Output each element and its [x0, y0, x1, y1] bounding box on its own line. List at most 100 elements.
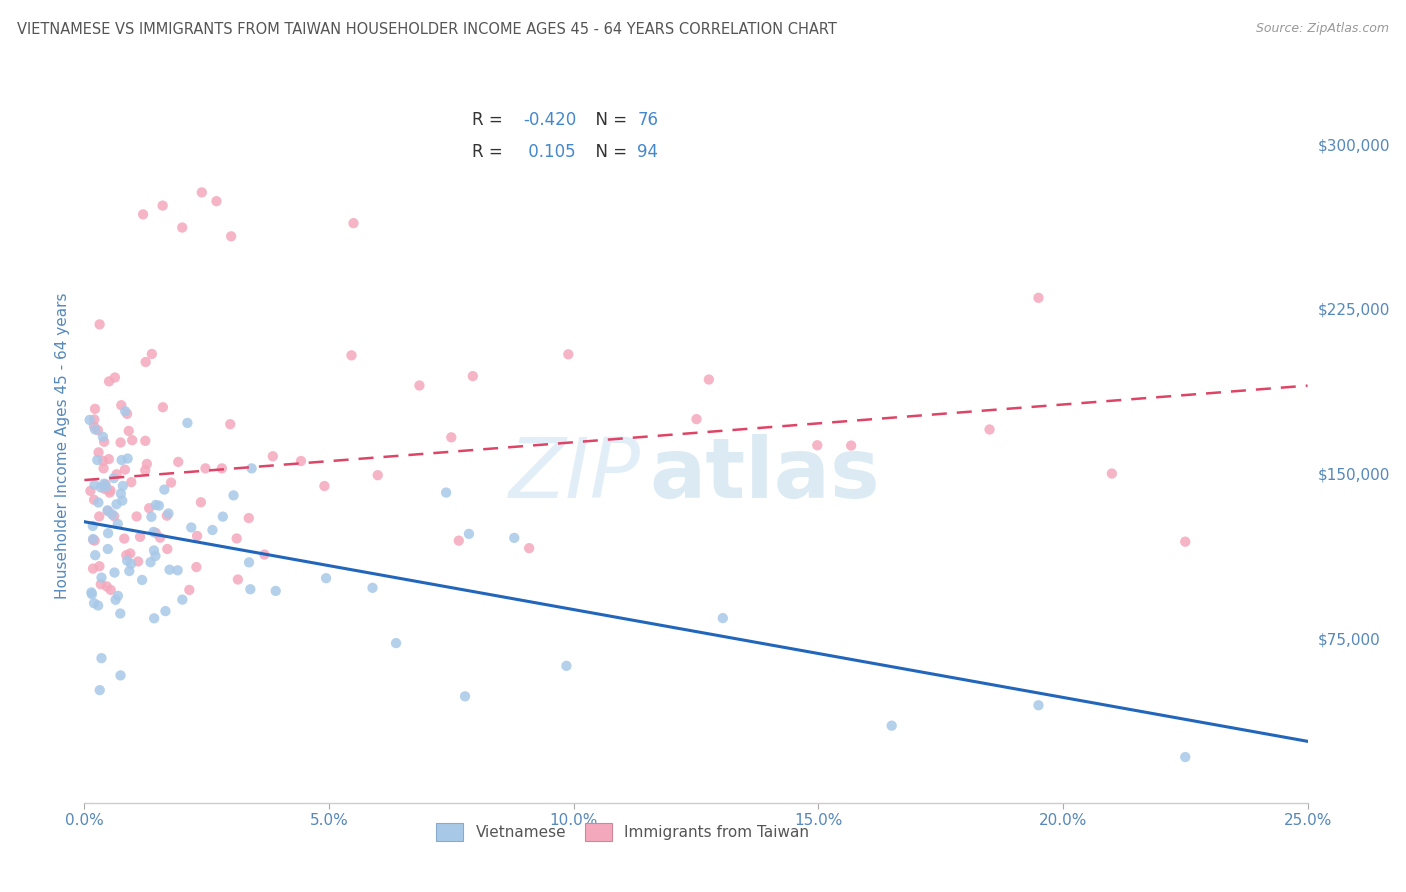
Point: [697, 372, 720, 386]
Point: [93, 461, 115, 475]
Point: [110, 607, 132, 621]
Point: [93, 482, 115, 496]
Point: [110, 668, 132, 682]
Point: [96, 579, 118, 593]
Point: [156, 541, 179, 556]
Point: [179, 582, 201, 597]
Point: [120, 557, 142, 571]
Point: [219, 417, 242, 432]
Point: [111, 453, 134, 467]
Point: [115, 554, 138, 568]
Point: [94, 477, 117, 491]
Point: [1174, 750, 1197, 764]
Point: [103, 509, 125, 524]
Point: [503, 531, 526, 545]
Point: [84, 401, 107, 416]
Point: [97, 504, 120, 518]
Point: [127, 554, 149, 568]
Text: N =: N =: [585, 143, 633, 161]
Point: [440, 430, 463, 444]
Point: [135, 355, 157, 369]
Point: [83, 492, 105, 507]
Point: [98, 485, 121, 500]
Point: [104, 592, 127, 607]
Text: 94: 94: [637, 143, 658, 161]
Point: [87, 599, 110, 613]
Point: [145, 498, 167, 512]
Point: [139, 555, 162, 569]
Point: [314, 479, 336, 493]
Point: [114, 463, 136, 477]
Point: [125, 509, 148, 524]
Point: [240, 461, 263, 475]
Point: [93, 476, 115, 491]
Point: [103, 471, 125, 485]
Point: [155, 604, 177, 618]
Point: [167, 455, 190, 469]
Point: [97, 541, 120, 556]
Point: [806, 438, 828, 452]
Point: [458, 527, 481, 541]
Point: [225, 532, 247, 546]
Point: [80, 587, 103, 601]
Point: [517, 541, 540, 556]
Point: [166, 563, 188, 577]
Point: [262, 449, 284, 463]
Text: atlas: atlas: [650, 434, 880, 515]
Point: [979, 422, 1001, 436]
Point: [145, 549, 167, 563]
Point: [105, 497, 128, 511]
Point: [340, 348, 363, 362]
Point: [1028, 291, 1050, 305]
Point: [97, 452, 120, 467]
Point: [222, 488, 245, 502]
Point: [555, 658, 578, 673]
Point: [110, 398, 132, 412]
Point: [120, 546, 142, 560]
Point: [211, 461, 233, 475]
Point: [111, 493, 134, 508]
Point: [238, 511, 260, 525]
Point: [132, 207, 155, 221]
Point: [94, 480, 117, 494]
Point: [107, 516, 129, 531]
Text: N =: N =: [585, 111, 633, 128]
Point: [118, 424, 141, 438]
Point: [101, 508, 124, 522]
Point: [134, 463, 156, 477]
Point: [367, 468, 389, 483]
Point: [454, 690, 477, 704]
Point: [82, 561, 104, 575]
Point: [112, 532, 135, 546]
Point: [434, 485, 457, 500]
Point: [226, 573, 249, 587]
Y-axis label: Householder Income Ages 45 - 64 years: Householder Income Ages 45 - 64 years: [55, 293, 70, 599]
Point: [145, 525, 167, 540]
Text: R =: R =: [472, 143, 508, 161]
Point: [408, 378, 430, 392]
Point: [117, 451, 139, 466]
Point: [89, 509, 111, 524]
Point: [129, 530, 152, 544]
Point: [711, 611, 734, 625]
Point: [90, 577, 112, 591]
Point: [172, 220, 194, 235]
Point: [239, 582, 262, 597]
Point: [264, 583, 287, 598]
Point: [83, 478, 105, 492]
Point: [118, 564, 141, 578]
Point: [114, 404, 136, 418]
Point: [1174, 534, 1197, 549]
Point: [238, 555, 260, 569]
Point: [201, 523, 224, 537]
Point: [142, 524, 165, 539]
Point: [80, 585, 103, 599]
Point: [115, 407, 138, 421]
Point: [157, 507, 180, 521]
Text: VIETNAMESE VS IMMIGRANTS FROM TAIWAN HOUSEHOLDER INCOME AGES 45 - 64 YEARS CORRE: VIETNAMESE VS IMMIGRANTS FROM TAIWAN HOU…: [17, 22, 837, 37]
Point: [152, 401, 174, 415]
Point: [148, 499, 170, 513]
Point: [342, 216, 364, 230]
Text: 76: 76: [637, 111, 658, 128]
Point: [385, 636, 408, 650]
